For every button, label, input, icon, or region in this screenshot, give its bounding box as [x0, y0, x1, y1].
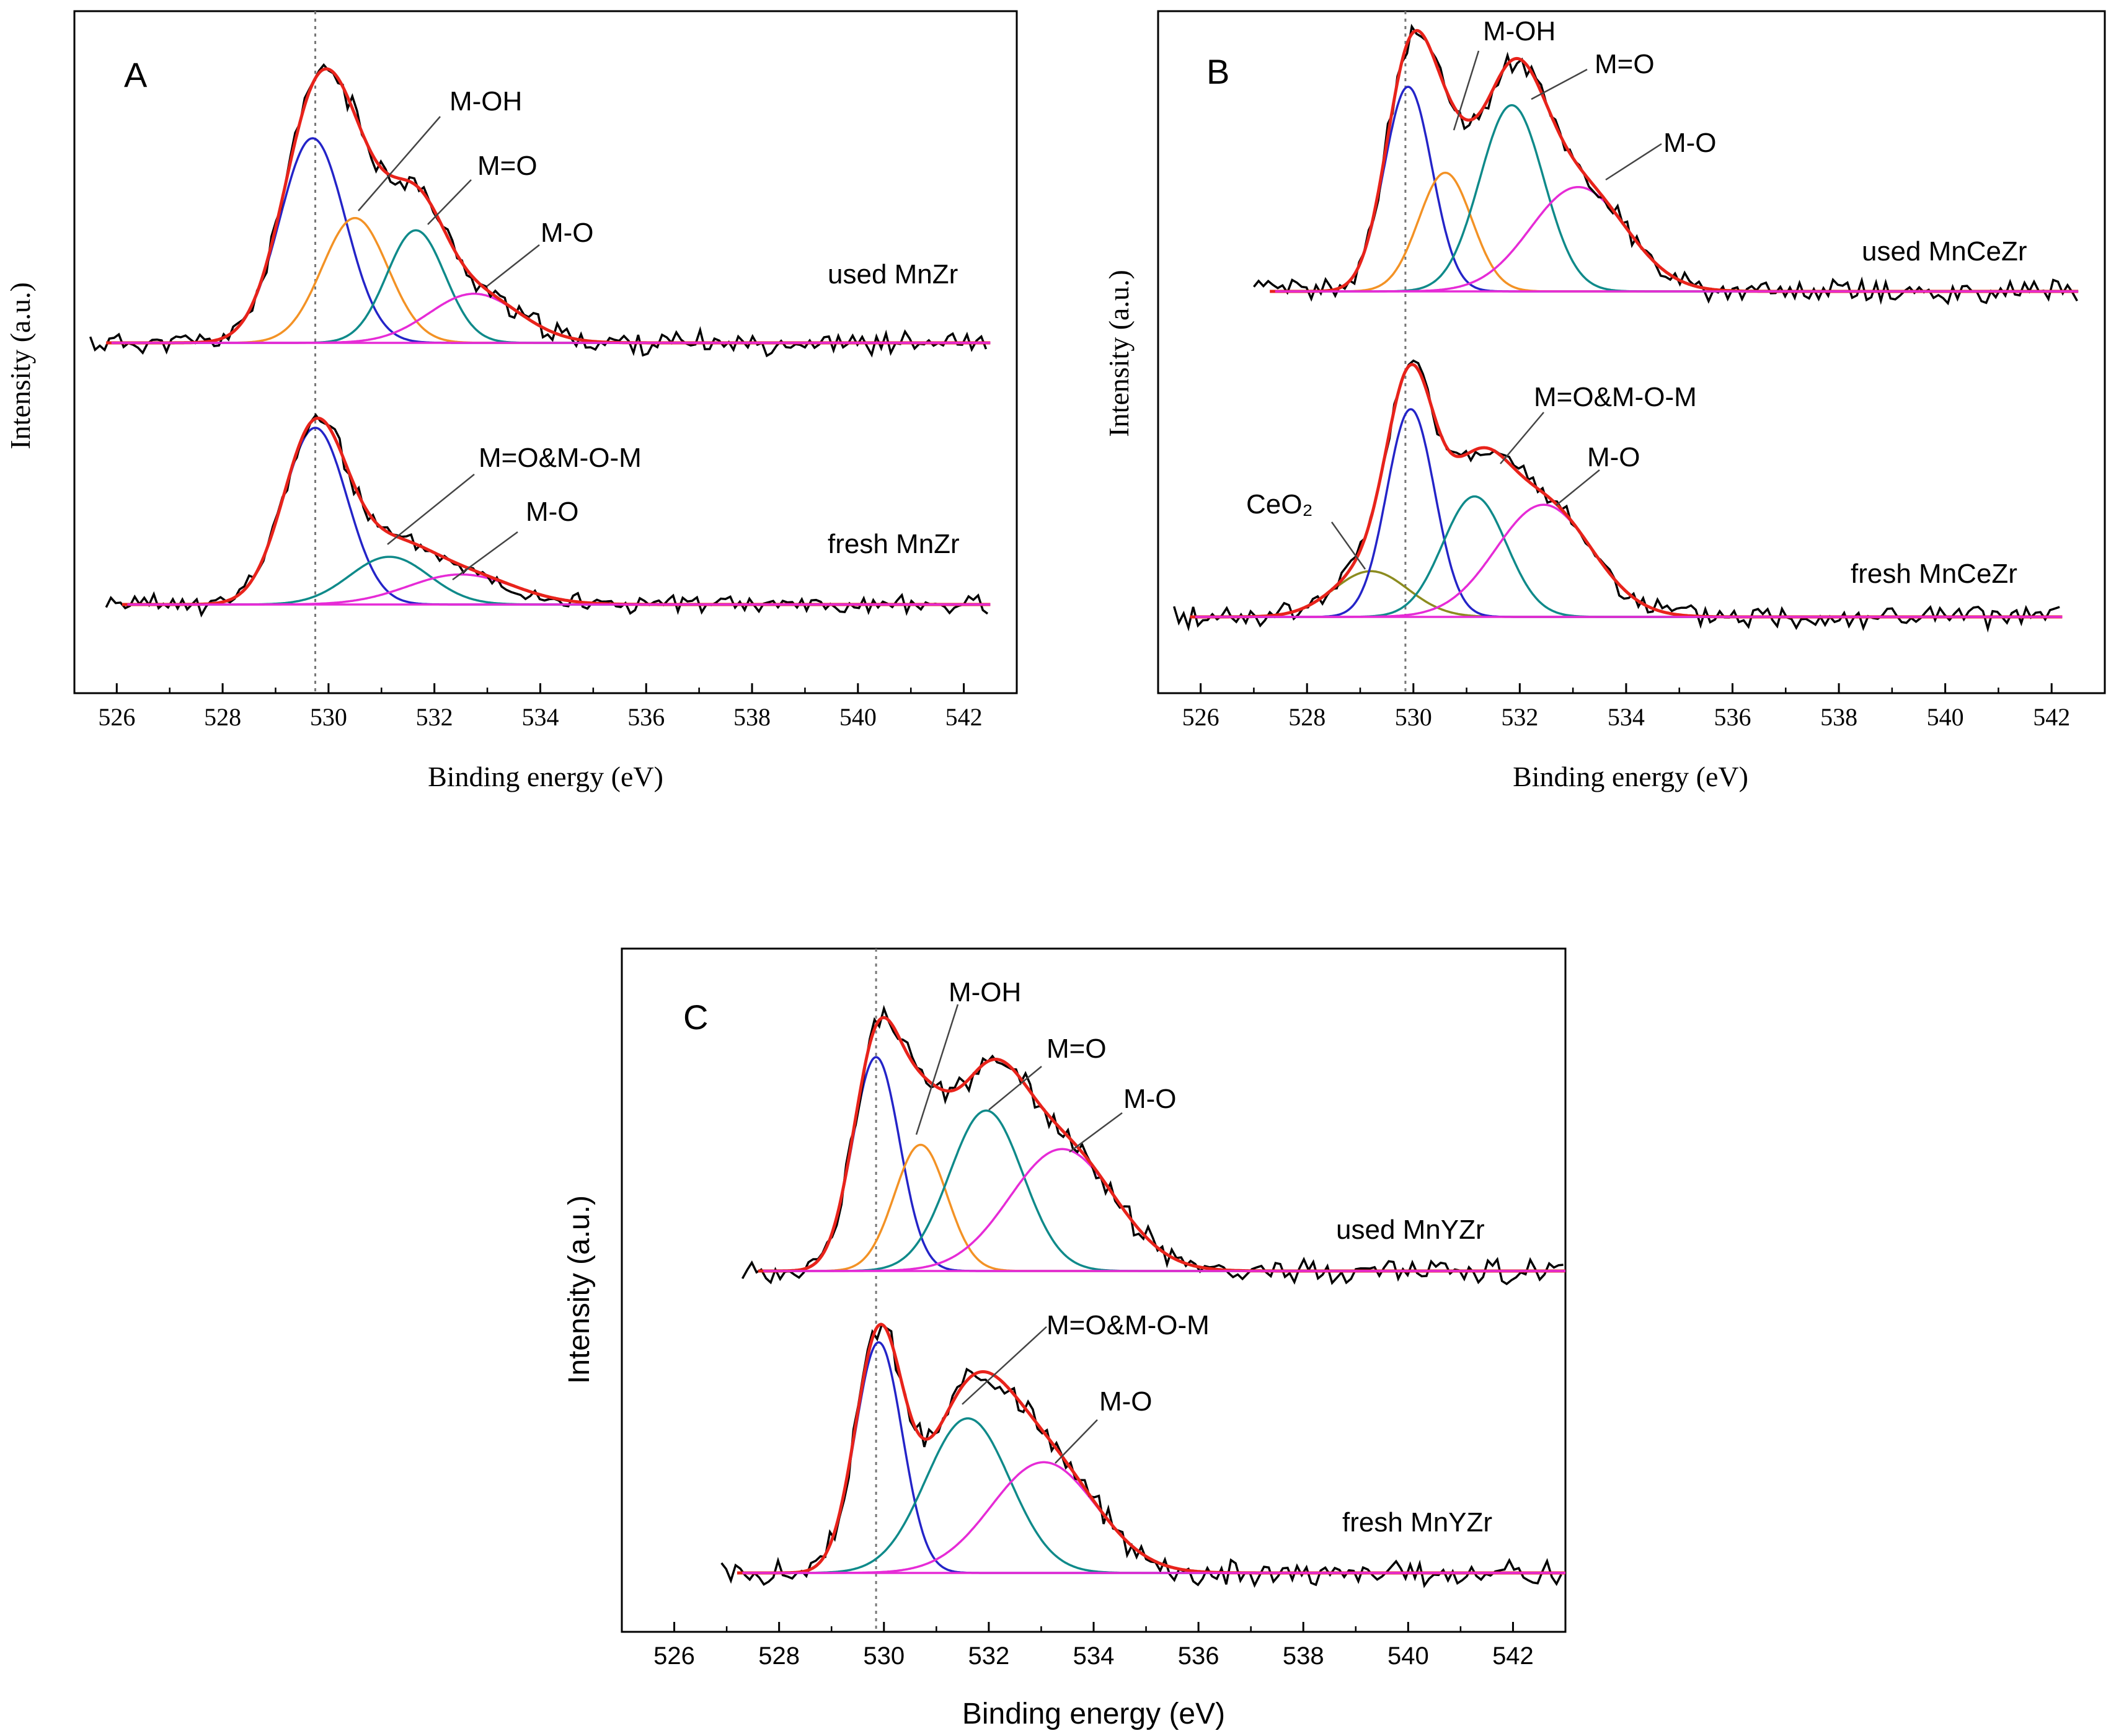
- x-tick-label-538: 538: [1283, 1642, 1324, 1670]
- x-tick-label-526: 526: [98, 703, 135, 731]
- series-label-a-fresh: fresh MnZr: [828, 529, 960, 559]
- panel-b-leaders: [1330, 50, 1662, 570]
- panel-a-y-axis-title: Intensity (a.u.): [4, 282, 36, 450]
- leader-a-used-m-oh: [358, 116, 441, 211]
- series-label-c-fresh: fresh MnYZr: [1342, 1507, 1492, 1538]
- raw-spectrum-2-1: [720, 1322, 1562, 1588]
- leader-b-used-m-o-double: [1531, 68, 1588, 100]
- panel-b-x-axis-title: Binding energy (eV): [1513, 761, 1748, 792]
- label-c-fresh-m-o-and-m-o-m: M=O&M-O-M: [1047, 1310, 1210, 1340]
- panel-a-x-axis-title: Binding energy (eV): [428, 761, 663, 792]
- x-tick-label-536: 536: [1178, 1642, 1219, 1670]
- panel-b-y-axis-title: Intensity (a.u.): [1103, 270, 1135, 437]
- label-a-fresh-m-o-and-m-o-m: M=O&M-O-M: [479, 443, 642, 473]
- leader-b-used-m-oh: [1453, 50, 1480, 131]
- x-tick-label-540: 540: [1927, 703, 1964, 731]
- label-b-fresh-m-o: M-O: [1587, 442, 1640, 472]
- x-tick-label-530: 530: [310, 703, 347, 731]
- label-c-fresh-m-o: M-O: [1099, 1386, 1153, 1417]
- x-tick-label-538: 538: [1820, 703, 1857, 731]
- label-c-used-m-o: M-O: [1123, 1084, 1177, 1114]
- panel-a-frame: [73, 10, 1018, 694]
- x-tick-label-536: 536: [1714, 703, 1751, 731]
- leader-c-fresh-m-o-and-m-o-m: [962, 1326, 1047, 1405]
- panel-c: 526 528 530 532 534 536 538 540 542 C M-OH M=O M…: [563, 947, 1567, 1730]
- x-tick-label-542: 542: [945, 703, 983, 731]
- panel-c-curves: [720, 1004, 1565, 1588]
- raw-spectrum-0-0: [89, 63, 988, 358]
- fit-envelope-0-0: [106, 67, 991, 345]
- label-c-used-m-oh: M-OH: [949, 977, 1021, 1008]
- label-a-used-m-o-double: M=O: [477, 151, 538, 181]
- leader-b-used-m-o: [1605, 143, 1662, 181]
- series-label-a-used: used MnZr: [828, 259, 958, 290]
- panel-a-curves: [89, 63, 991, 618]
- panel-b-frame: [1157, 10, 2106, 694]
- leader-a-used-m-o: [486, 244, 540, 287]
- leader-b-fresh-ceo2: [1330, 521, 1366, 570]
- x-tick-label-542: 542: [1492, 1642, 1534, 1670]
- panel-b: 526 528 530 532 534 536 538 540 542 B M-OH M=O M…: [1103, 10, 2106, 792]
- raw-spectrum-2-0: [741, 1004, 1564, 1286]
- panel-c-letter: C: [683, 998, 708, 1037]
- x-tick-label-540: 540: [1387, 1642, 1429, 1670]
- x-tick-label-534: 534: [1608, 703, 1645, 731]
- panel-c-y-axis-title: Intensity (a.u.): [563, 1195, 596, 1384]
- leader-b-fresh-m-o-and-m-o-m: [1500, 412, 1544, 464]
- component-0-1-m-o-m-o-m: [127, 556, 991, 606]
- x-tick-label-540: 540: [839, 703, 877, 731]
- x-tick-label-532: 532: [968, 1642, 1010, 1670]
- leader-c-used-m-oh: [915, 1004, 959, 1135]
- panel-a-leaders: [358, 116, 540, 581]
- x-tick-label-538: 538: [733, 703, 771, 731]
- panel-c-x-ticks: 526 528 530 532 534 536 538 540 542: [653, 1622, 1534, 1670]
- panel-b-letter: B: [1206, 52, 1229, 91]
- panel-a: 526 528 530 532 534 536 538 540 542 A M-OH M=O M…: [4, 10, 1018, 792]
- series-label-b-fresh: fresh MnCeZr: [1851, 559, 2017, 589]
- series-label-c-used: used MnYZr: [1336, 1215, 1485, 1245]
- leader-c-fresh-m-o: [1055, 1419, 1098, 1464]
- leader-c-used-m-o-double: [988, 1066, 1042, 1110]
- x-tick-label-534: 534: [1073, 1642, 1115, 1670]
- panel-b-x-ticks: 526 528 530 532 534 536 538 540 542: [1182, 683, 2070, 731]
- x-tick-label-530: 530: [863, 1642, 905, 1670]
- label-b-fresh-ceo2: CeO₂: [1246, 489, 1313, 520]
- label-a-fresh-m-o: M-O: [526, 497, 579, 527]
- label-b-used-m-o-double: M=O: [1595, 49, 1655, 79]
- component-2-1-m-o-m-o-m: [742, 1417, 1565, 1574]
- leader-b-fresh-m-o: [1556, 469, 1600, 506]
- leader-c-used-m-o: [1069, 1112, 1123, 1153]
- leader-a-fresh-m-o: [452, 531, 518, 581]
- x-tick-label-532: 532: [416, 703, 453, 731]
- x-tick-label-526: 526: [653, 1642, 695, 1670]
- x-tick-label-542: 542: [2033, 703, 2070, 731]
- panel-c-leaders: [915, 1004, 1123, 1464]
- label-a-used-m-oh: M-OH: [449, 86, 522, 117]
- x-tick-label-536: 536: [627, 703, 665, 731]
- label-b-used-m-oh: M-OH: [1483, 16, 1556, 46]
- leader-a-fresh-m-o-and-m-o-m: [387, 474, 475, 545]
- x-tick-label-534: 534: [521, 703, 559, 731]
- label-c-used-m-o-double: M=O: [1047, 1034, 1107, 1064]
- component-2-0-m-o: [763, 1109, 1565, 1272]
- panel-a-x-ticks: 526 528 530 532 534 536 538 540 542: [98, 683, 983, 731]
- x-tick-label-532: 532: [1501, 703, 1538, 731]
- panel-c-x-axis-title: Binding energy (eV): [962, 1698, 1225, 1730]
- label-a-used-m-o: M-O: [541, 218, 594, 248]
- label-b-used-m-o: M-O: [1663, 128, 1717, 158]
- component-1-0-m-oh: [1275, 171, 2079, 293]
- panel-a-letter: A: [124, 55, 148, 94]
- leader-a-used-m-o-double: [427, 179, 472, 225]
- component-2-1-m-lattice: [742, 1341, 1565, 1574]
- series-label-b-used: used MnCeZr: [1862, 236, 2027, 267]
- x-tick-label-530: 530: [1395, 703, 1432, 731]
- panel-b-curves: [1173, 24, 2079, 633]
- x-tick-label-528: 528: [204, 703, 241, 731]
- raw-spectrum-1-1: [1173, 359, 2060, 633]
- x-tick-label-528: 528: [758, 1642, 800, 1670]
- label-b-fresh-m-o-and-m-o-m: M=O&M-O-M: [1534, 382, 1697, 412]
- x-tick-label-526: 526: [1182, 703, 1219, 731]
- x-tick-label-528: 528: [1288, 703, 1325, 731]
